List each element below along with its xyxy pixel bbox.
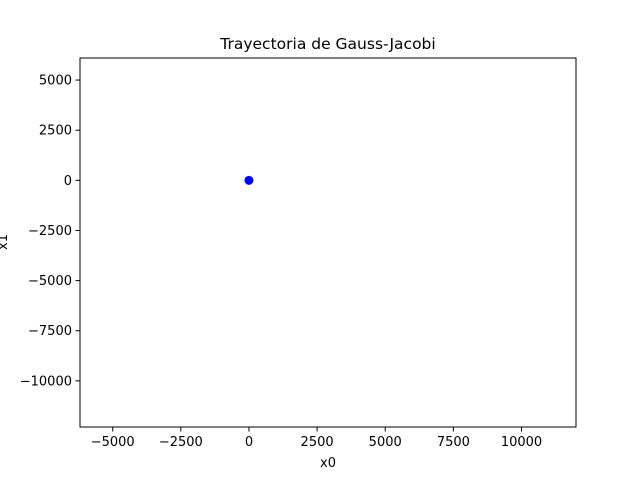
y-tick-label: 2500 bbox=[39, 124, 72, 139]
chart-title: Trayectoria de Gauss-Jacobi bbox=[219, 35, 435, 53]
y-tick-label: −5000 bbox=[28, 274, 72, 289]
data-point bbox=[244, 175, 254, 185]
y-tick-label: −7500 bbox=[28, 324, 72, 339]
x-axis-label: x0 bbox=[320, 456, 336, 471]
y-axis-label: x1 bbox=[0, 234, 11, 250]
y-tick-label: −10000 bbox=[20, 374, 72, 389]
x-tick-label: 2500 bbox=[301, 435, 334, 450]
y-tick-label: −2500 bbox=[28, 224, 72, 239]
x-tick-label: −5000 bbox=[91, 435, 135, 450]
y-axis: 5000 2500 0 −2500 −5000 −7500 −10000 bbox=[20, 74, 80, 389]
x-axis: −5000 −2500 0 2500 5000 7500 10000 bbox=[91, 427, 542, 450]
x-tick-label: 10000 bbox=[501, 435, 542, 450]
data-points bbox=[244, 175, 254, 185]
x-tick-label: 7500 bbox=[437, 435, 470, 450]
y-tick-label: 5000 bbox=[39, 74, 72, 89]
x-tick-label: 0 bbox=[245, 435, 253, 450]
y-tick-label: 0 bbox=[64, 174, 72, 189]
x-tick-label: 5000 bbox=[369, 435, 402, 450]
x-tick-label: −2500 bbox=[159, 435, 203, 450]
plot-area bbox=[79, 57, 577, 428]
